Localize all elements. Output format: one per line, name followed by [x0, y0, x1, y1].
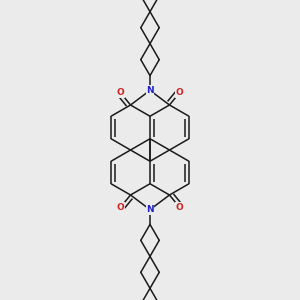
- Text: N: N: [146, 86, 154, 95]
- Text: O: O: [116, 88, 124, 97]
- Text: O: O: [116, 203, 124, 212]
- Text: O: O: [176, 203, 184, 212]
- Text: N: N: [146, 205, 154, 214]
- Text: O: O: [176, 88, 184, 97]
